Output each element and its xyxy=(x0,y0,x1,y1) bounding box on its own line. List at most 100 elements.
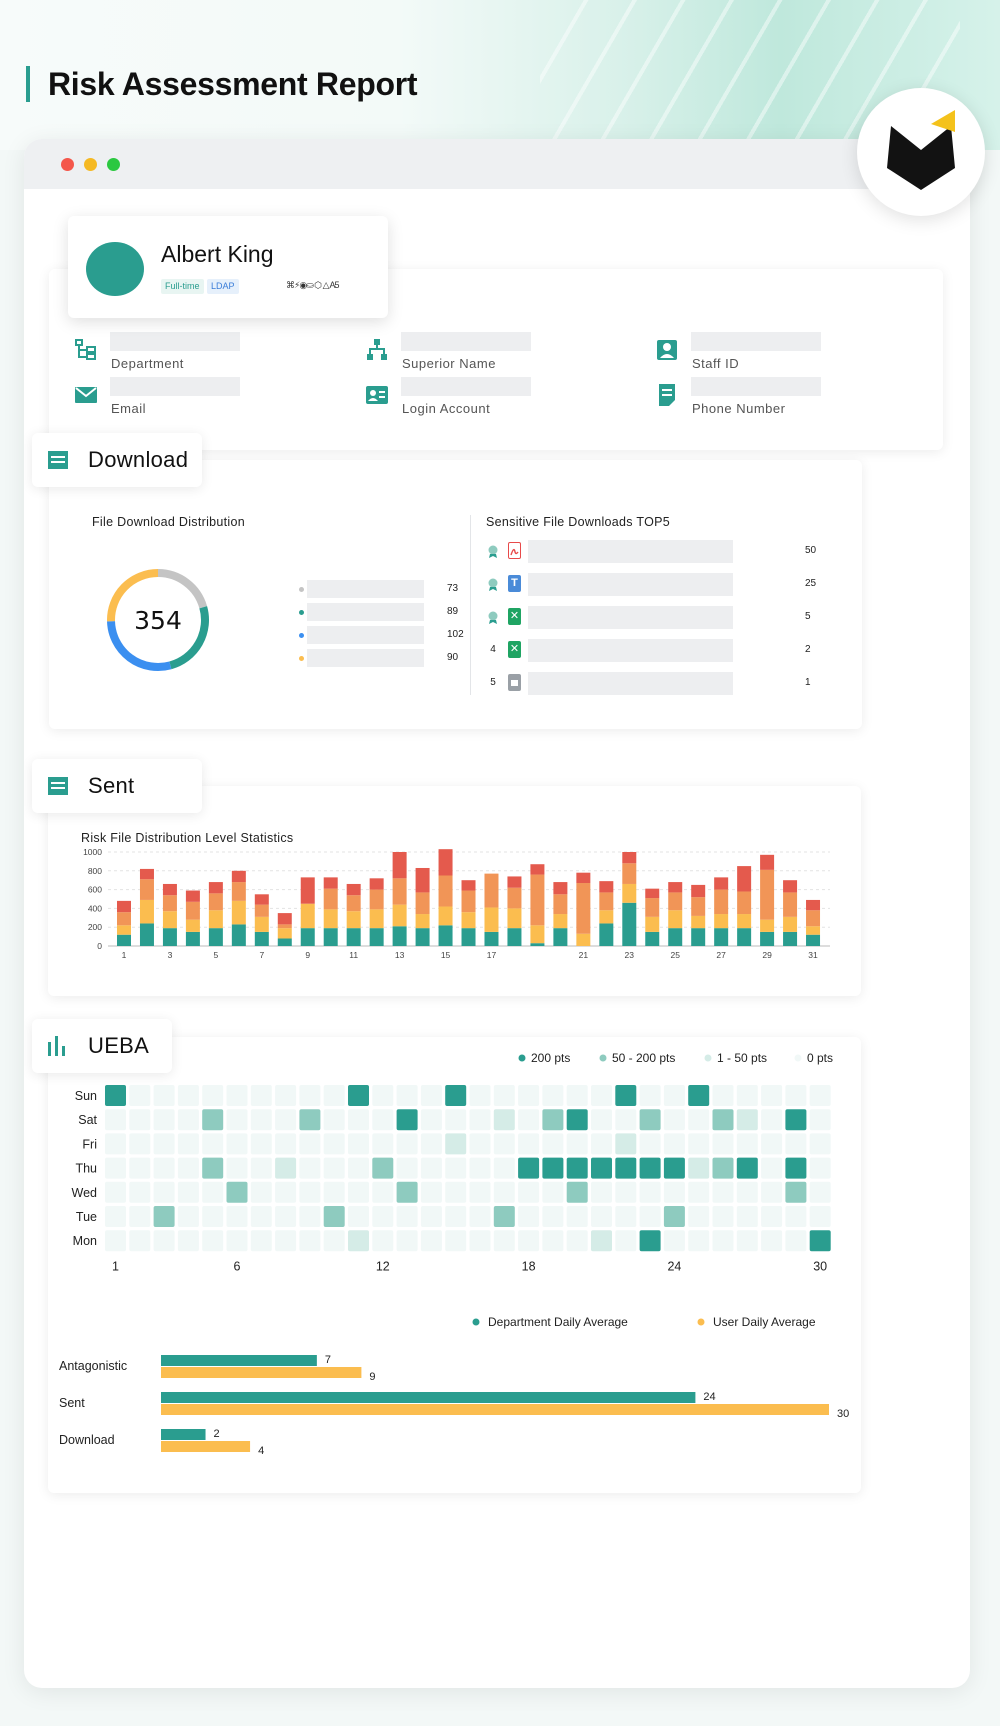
heatmap-cell[interactable] xyxy=(348,1230,369,1252)
heatmap-cell[interactable] xyxy=(348,1133,369,1155)
heatmap-cell[interactable] xyxy=(177,1109,199,1131)
heatmap-cell[interactable] xyxy=(615,1206,637,1227)
heatmap-cell[interactable] xyxy=(299,1181,321,1203)
heatmap-cell[interactable] xyxy=(299,1085,321,1106)
heatmap-cell[interactable] xyxy=(663,1157,685,1179)
heatmap-cell[interactable] xyxy=(396,1157,418,1179)
stack-segment[interactable] xyxy=(139,923,154,946)
heatmap-cell[interactable] xyxy=(250,1109,272,1131)
heatmap-cell[interactable] xyxy=(663,1206,685,1227)
heatmap-cell[interactable] xyxy=(177,1133,199,1155)
heatmap-cell[interactable] xyxy=(761,1109,783,1131)
stack-segment[interactable] xyxy=(415,928,430,946)
stack-segment[interactable] xyxy=(323,909,338,929)
heatmap-cell[interactable] xyxy=(153,1085,175,1106)
stack-segment[interactable] xyxy=(323,877,338,889)
stack-segment[interactable] xyxy=(530,874,545,926)
minimize-dot[interactable] xyxy=(84,158,97,171)
heatmap-cell[interactable] xyxy=(761,1206,783,1227)
stack-segment[interactable] xyxy=(185,919,200,932)
heatmap-cell[interactable] xyxy=(518,1206,540,1227)
heatmap-cell[interactable] xyxy=(348,1181,369,1203)
stack-segment[interactable] xyxy=(117,912,131,926)
stack-segment[interactable] xyxy=(599,892,614,911)
heatmap-cell[interactable] xyxy=(445,1206,467,1227)
donut-slice[interactable] xyxy=(107,569,159,622)
heatmap-cell[interactable] xyxy=(226,1230,248,1252)
stack-segment[interactable] xyxy=(117,900,131,913)
stack-segment[interactable] xyxy=(737,866,752,892)
heatmap-cell[interactable] xyxy=(566,1157,588,1179)
heatmap-cell[interactable] xyxy=(420,1181,442,1203)
stack-segment[interactable] xyxy=(760,919,775,932)
stack-segment[interactable] xyxy=(346,911,361,929)
stack-segment[interactable] xyxy=(576,872,591,884)
heatmap-cell[interactable] xyxy=(396,1181,418,1203)
heatmap-cell[interactable] xyxy=(420,1206,442,1227)
heatmap-cell[interactable] xyxy=(639,1109,661,1131)
heatmap-cell[interactable] xyxy=(591,1181,612,1203)
heatmap-cell[interactable] xyxy=(275,1181,297,1203)
heatmap-cell[interactable] xyxy=(153,1157,175,1179)
heatmap-cell[interactable] xyxy=(712,1085,734,1106)
stack-segment[interactable] xyxy=(484,907,499,932)
stack-segment[interactable] xyxy=(691,897,706,916)
heatmap-cell[interactable] xyxy=(712,1109,734,1131)
stack-segment[interactable] xyxy=(438,925,453,946)
heatmap-cell[interactable] xyxy=(542,1085,564,1106)
ueba-section-tab[interactable]: UEBA xyxy=(32,1019,172,1073)
heatmap-cell[interactable] xyxy=(639,1206,661,1227)
heatmap-cell[interactable] xyxy=(129,1109,151,1131)
heatmap-cell[interactable] xyxy=(226,1085,248,1106)
stack-segment[interactable] xyxy=(530,925,545,944)
heatmap-cell[interactable] xyxy=(493,1085,515,1106)
heatmap-cell[interactable] xyxy=(105,1109,126,1131)
close-dot[interactable] xyxy=(61,158,74,171)
heatmap-cell[interactable] xyxy=(493,1230,515,1252)
heatmap-cell[interactable] xyxy=(275,1206,297,1227)
heatmap-cell[interactable] xyxy=(736,1181,758,1203)
stack-segment[interactable] xyxy=(760,931,775,946)
stack-segment[interactable] xyxy=(369,889,384,910)
heatmap-cell[interactable] xyxy=(323,1133,345,1155)
heatmap-cell[interactable] xyxy=(129,1133,151,1155)
stack-segment[interactable] xyxy=(231,900,246,925)
heatmap-cell[interactable] xyxy=(153,1230,175,1252)
heatmap-cell[interactable] xyxy=(639,1133,661,1155)
heatmap-cell[interactable] xyxy=(250,1085,272,1106)
stack-segment[interactable] xyxy=(599,910,614,924)
stack-segment[interactable] xyxy=(415,914,430,929)
stack-segment[interactable] xyxy=(599,881,614,893)
heatmap-cell[interactable] xyxy=(202,1085,224,1106)
hbar[interactable] xyxy=(161,1429,206,1440)
heatmap-cell[interactable] xyxy=(105,1206,126,1227)
heatmap-cell[interactable] xyxy=(591,1085,612,1106)
stack-segment[interactable] xyxy=(185,890,200,902)
stack-segment[interactable] xyxy=(714,914,729,929)
stack-segment[interactable] xyxy=(254,904,269,917)
heatmap-cell[interactable] xyxy=(250,1230,272,1252)
stack-segment[interactable] xyxy=(162,911,177,929)
heatmap-cell[interactable] xyxy=(469,1181,491,1203)
stack-segment[interactable] xyxy=(254,916,269,932)
heatmap-cell[interactable] xyxy=(639,1181,661,1203)
stack-segment[interactable] xyxy=(185,931,200,946)
stack-segment[interactable] xyxy=(737,928,752,946)
stack-segment[interactable] xyxy=(507,876,522,888)
stack-segment[interactable] xyxy=(691,915,706,929)
heatmap-cell[interactable] xyxy=(518,1157,540,1179)
heatmap-cell[interactable] xyxy=(663,1230,685,1252)
stack-segment[interactable] xyxy=(668,882,683,893)
stack-segment[interactable] xyxy=(553,882,568,895)
stack-segment[interactable] xyxy=(415,867,430,893)
stack-segment[interactable] xyxy=(231,870,246,883)
stack-segment[interactable] xyxy=(645,898,660,917)
hbar[interactable] xyxy=(161,1441,251,1452)
stack-segment[interactable] xyxy=(576,883,591,934)
stack-segment[interactable] xyxy=(507,928,522,946)
heatmap-cell[interactable] xyxy=(639,1085,661,1106)
heatmap-cell[interactable] xyxy=(202,1133,224,1155)
stack-segment[interactable] xyxy=(162,928,177,946)
heatmap-cell[interactable] xyxy=(615,1109,637,1131)
heatmap-cell[interactable] xyxy=(372,1181,394,1203)
